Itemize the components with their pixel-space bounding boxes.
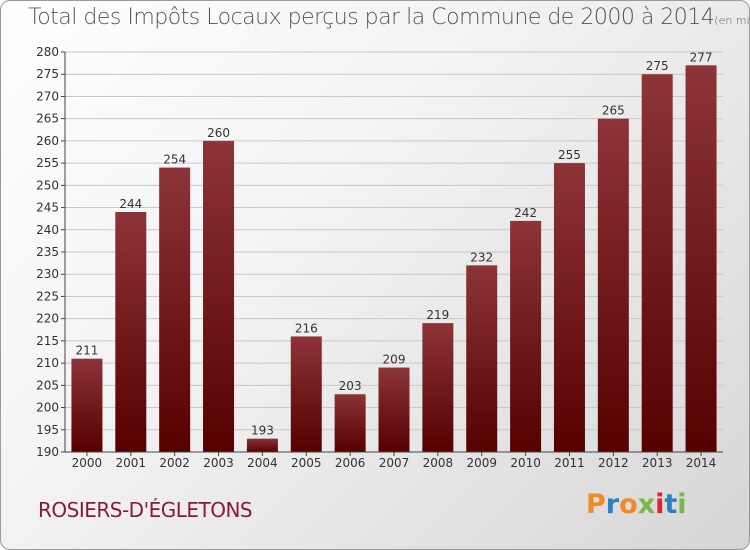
x-tick-label: 2004 bbox=[247, 456, 278, 470]
bar bbox=[334, 394, 366, 452]
bar bbox=[510, 220, 542, 452]
y-tick-label: 245 bbox=[36, 201, 59, 215]
bar bbox=[159, 167, 191, 453]
x-tick-label: 2005 bbox=[291, 456, 322, 470]
bar-value-label: 254 bbox=[163, 153, 186, 167]
bar bbox=[422, 323, 454, 452]
y-tick-label: 265 bbox=[36, 112, 59, 126]
y-tick-label: 205 bbox=[36, 378, 59, 392]
commune-name: ROSIERS-D'ÉGLETONS bbox=[38, 498, 253, 522]
logo-letter: P bbox=[586, 489, 606, 520]
bar bbox=[71, 358, 103, 452]
x-tick-label: 2011 bbox=[554, 456, 585, 470]
chart-title-text: Total des Impôts Locaux perçus par la Co… bbox=[28, 5, 715, 30]
bar bbox=[553, 163, 585, 452]
logo-letter: i bbox=[655, 489, 665, 520]
bar bbox=[246, 438, 278, 452]
bar bbox=[466, 265, 498, 452]
y-tick-label: 225 bbox=[36, 289, 59, 303]
y-tick-label: 250 bbox=[36, 178, 59, 192]
y-tick-label: 275 bbox=[36, 67, 59, 81]
bar-value-label: 219 bbox=[426, 308, 449, 322]
bar bbox=[203, 140, 235, 452]
y-tick-label: 200 bbox=[36, 401, 59, 415]
y-tick-label: 220 bbox=[36, 312, 59, 326]
bar-value-label: 216 bbox=[295, 321, 318, 335]
bar-layer bbox=[71, 65, 717, 453]
bar-value-label: 211 bbox=[75, 344, 98, 358]
bar bbox=[641, 74, 673, 452]
x-tick-label: 2010 bbox=[510, 456, 541, 470]
axis-layer: 190 195 200 205 210 215 220 225 230 235 240 245 250 2… bbox=[36, 45, 723, 470]
x-tick-label: 2014 bbox=[686, 456, 717, 470]
y-tick-label: 280 bbox=[36, 45, 59, 59]
y-tick-label: 260 bbox=[36, 134, 59, 148]
logo-letter: o bbox=[619, 489, 638, 520]
bar-value-label: 244 bbox=[119, 197, 142, 211]
logo-letter: i bbox=[677, 489, 687, 520]
bar-value-label: 265 bbox=[602, 104, 625, 118]
bar bbox=[290, 336, 322, 452]
x-tick-label: 2009 bbox=[466, 456, 497, 470]
bar bbox=[115, 212, 147, 452]
x-tick-label: 2008 bbox=[423, 456, 454, 470]
bar bbox=[378, 367, 410, 452]
bar-value-label: 277 bbox=[690, 50, 713, 64]
bar-value-label: 242 bbox=[514, 206, 537, 220]
y-tick-label: 270 bbox=[36, 89, 59, 103]
chart-title: Total des Impôts Locaux perçus par la Co… bbox=[28, 5, 750, 30]
bar-value-label: 203 bbox=[339, 379, 362, 393]
x-tick-label: 2013 bbox=[642, 456, 673, 470]
x-tick-label: 2001 bbox=[116, 456, 147, 470]
logo-letter: r bbox=[605, 489, 620, 520]
bar-value-label: 209 bbox=[383, 353, 406, 367]
bar bbox=[685, 65, 717, 452]
y-tick-label: 230 bbox=[36, 267, 59, 281]
x-tick-label: 2000 bbox=[72, 456, 103, 470]
chart-unit: (en milliers d'€) bbox=[714, 14, 750, 27]
bar-value-label: 255 bbox=[558, 148, 581, 162]
x-tick-label: 2012 bbox=[598, 456, 629, 470]
proxiti-logo: Proxiti bbox=[586, 489, 687, 520]
y-tick-label: 215 bbox=[36, 334, 59, 348]
x-tick-label: 2007 bbox=[379, 456, 410, 470]
bar-value-label: 275 bbox=[646, 59, 669, 73]
bar-value-label: 193 bbox=[251, 424, 274, 438]
logo-letter: t bbox=[664, 489, 678, 520]
bar-value-label: 232 bbox=[470, 250, 493, 264]
bar bbox=[597, 118, 629, 453]
x-tick-label: 2006 bbox=[335, 456, 366, 470]
x-tick-label: 2002 bbox=[159, 456, 190, 470]
y-tick-label: 190 bbox=[36, 445, 59, 459]
y-tick-label: 240 bbox=[36, 223, 59, 237]
y-tick-label: 210 bbox=[36, 356, 59, 370]
y-tick-label: 235 bbox=[36, 245, 59, 259]
label-layer: 211 244 254 260 193 216 203 209 219 232 242 255 265 2… bbox=[75, 50, 712, 437]
x-tick-label: 2003 bbox=[203, 456, 234, 470]
y-tick-label: 255 bbox=[36, 156, 59, 170]
bar-value-label: 260 bbox=[207, 126, 230, 140]
logo-letter: x bbox=[637, 489, 656, 520]
y-tick-label: 195 bbox=[36, 423, 59, 437]
